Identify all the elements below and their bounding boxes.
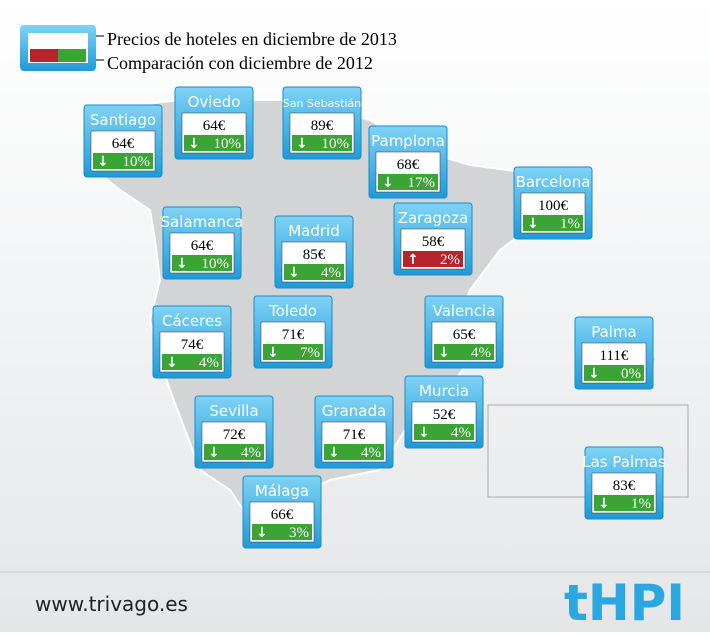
city-change: 1% [560,216,580,232]
city-change: 1% [631,496,651,512]
change-arrow: ↓ [527,216,539,232]
change-bar [324,444,384,460]
city-price: 52€ [433,407,456,423]
change-arrow: ↓ [438,345,450,361]
change-bar [594,495,654,511]
change-arrow: ↓ [418,425,430,441]
change-arrow: ↓ [97,154,109,170]
change-arrow: ↓ [267,345,279,361]
change-arrow: ↓ [208,445,220,461]
city-name: Málaga [255,482,309,500]
city-name: Palma [591,323,637,341]
change-arrow: ↓ [166,355,178,371]
city-price: 71€ [282,327,305,343]
city-change: 4% [361,445,381,461]
city-price: 68€ [397,157,420,173]
city-name: Valencia [433,302,496,320]
city-name: Pamplona [371,132,445,150]
change-bar [204,444,264,460]
change-bar [263,344,323,360]
legend-green [58,49,86,62]
footer-url: www.trivago.es [35,592,188,616]
city-change: 0% [621,366,641,382]
city-name: Toledo [268,302,317,320]
change-bar [172,255,232,271]
change-bar [523,215,583,231]
change-arrow: ↑ [407,252,419,268]
city-price: 65€ [453,327,476,343]
change-arrow: ↓ [588,366,600,382]
city-change: 4% [199,355,219,371]
city-price: 64€ [203,118,226,134]
change-bar [584,365,644,381]
city-change: 2% [440,252,460,268]
city-name: Granada [322,402,386,420]
change-bar [252,524,312,540]
change-arrow: ↓ [288,265,300,281]
change-bar [403,251,463,267]
city-change: 10% [214,136,242,152]
city-change: 4% [241,445,261,461]
city-change: 3% [289,525,309,541]
city-name: Salamanca [161,213,244,231]
city-change: 10% [322,136,350,152]
city-price: 64€ [191,238,214,254]
city-change: 4% [471,345,491,361]
city-change: 7% [300,345,320,361]
change-arrow: ↓ [176,256,188,272]
city-price: 83€ [613,478,636,494]
city-name: Santiago [90,111,156,129]
footer-brand: tHPI [564,574,685,632]
city-price: 85€ [303,247,326,263]
city-name: Barcelona [516,173,591,191]
change-bar [378,174,438,190]
city-name: Madrid [288,222,340,240]
change-arrow: ↓ [328,445,340,461]
change-bar [162,354,222,370]
change-bar [434,344,494,360]
change-arrow: ↓ [188,136,200,152]
change-bar [284,264,344,280]
city-name: Las Palmas [582,453,666,471]
city-price: 74€ [181,337,204,353]
change-arrow: ↓ [382,175,394,191]
change-arrow: ↓ [598,496,610,512]
city-name: Sevilla [209,402,258,420]
city-name: Zaragoza [398,209,469,227]
city-name: Oviedo [188,93,241,111]
city-price: 58€ [422,234,445,250]
change-bar [93,153,153,169]
city-price: 64€ [112,136,135,152]
change-bar [414,424,474,440]
change-arrow: ↓ [256,525,268,541]
legend-price: Precios de hoteles en diciembre de 2013 [107,29,397,49]
change-arrow: ↓ [296,136,308,152]
city-price: 100€ [538,198,569,214]
city-change: 10% [123,154,151,170]
city-change: 17% [408,175,436,191]
city-change: 4% [451,425,471,441]
city-price: 72€ [223,427,246,443]
city-price: 66€ [271,507,294,523]
city-price: 111€ [600,348,629,364]
city-name: Murcia [419,382,469,400]
change-bar [292,135,352,151]
city-change: 10% [202,256,230,272]
city-name: Cáceres [162,312,222,330]
change-bar [184,135,244,151]
city-name: San Sebastián [283,97,362,110]
legend-red [30,49,58,62]
city-change: 4% [321,265,341,281]
city-price: 71€ [343,427,366,443]
legend-change: Comparación con diciembre de 2012 [107,53,373,73]
city-price: 89€ [311,118,334,134]
